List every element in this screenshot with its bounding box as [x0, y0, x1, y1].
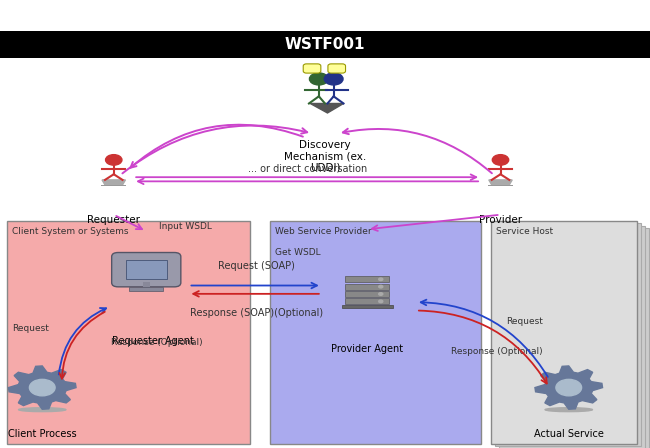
- Text: Response (Optional): Response (Optional): [111, 338, 202, 347]
- Text: Actual Service: Actual Service: [534, 429, 604, 439]
- FancyBboxPatch shape: [126, 260, 166, 279]
- Circle shape: [379, 300, 383, 303]
- FancyBboxPatch shape: [342, 305, 393, 308]
- Text: ... or direct conversation: ... or direct conversation: [248, 164, 367, 174]
- Circle shape: [324, 73, 343, 85]
- Text: Response (SOAP)(Optional): Response (SOAP)(Optional): [190, 308, 323, 319]
- Ellipse shape: [545, 408, 592, 412]
- Text: Request (SOAP): Request (SOAP): [218, 261, 295, 271]
- FancyBboxPatch shape: [502, 228, 649, 448]
- Text: Response (Optional): Response (Optional): [451, 347, 543, 356]
- Circle shape: [309, 73, 328, 85]
- FancyBboxPatch shape: [142, 282, 150, 288]
- FancyBboxPatch shape: [0, 31, 650, 58]
- Text: Request: Request: [12, 324, 49, 333]
- FancyBboxPatch shape: [499, 226, 645, 448]
- Polygon shape: [310, 103, 343, 113]
- Text: Requester: Requester: [87, 215, 140, 225]
- Circle shape: [105, 155, 122, 165]
- FancyBboxPatch shape: [345, 298, 389, 304]
- Circle shape: [556, 379, 582, 396]
- Circle shape: [379, 293, 383, 295]
- Text: Web Service Provider: Web Service Provider: [275, 227, 372, 236]
- FancyBboxPatch shape: [345, 284, 389, 290]
- FancyBboxPatch shape: [328, 64, 346, 73]
- Text: Get WSDL: Get WSDL: [275, 248, 320, 257]
- Text: Requester Agent: Requester Agent: [112, 336, 194, 345]
- FancyBboxPatch shape: [101, 185, 126, 186]
- Polygon shape: [489, 180, 512, 185]
- FancyBboxPatch shape: [303, 64, 321, 73]
- Ellipse shape: [19, 408, 66, 412]
- Polygon shape: [8, 366, 76, 409]
- FancyBboxPatch shape: [6, 221, 250, 444]
- Circle shape: [29, 379, 55, 396]
- Text: Service Host: Service Host: [496, 227, 553, 236]
- Polygon shape: [535, 366, 603, 409]
- Circle shape: [379, 285, 383, 288]
- FancyBboxPatch shape: [129, 287, 163, 291]
- FancyBboxPatch shape: [112, 253, 181, 287]
- Text: Input WSDL: Input WSDL: [159, 222, 212, 231]
- Text: Discovery
Mechanism (ex.
UDDI): Discovery Mechanism (ex. UDDI): [284, 140, 366, 173]
- FancyBboxPatch shape: [491, 221, 637, 444]
- Circle shape: [492, 155, 509, 165]
- Text: Provider Agent: Provider Agent: [332, 344, 403, 354]
- Circle shape: [379, 278, 383, 280]
- FancyBboxPatch shape: [345, 276, 389, 282]
- FancyBboxPatch shape: [495, 224, 641, 446]
- Polygon shape: [102, 180, 125, 185]
- Text: Client System or Systems: Client System or Systems: [12, 227, 128, 236]
- FancyBboxPatch shape: [345, 291, 389, 297]
- FancyBboxPatch shape: [270, 221, 481, 444]
- Text: Request: Request: [506, 318, 543, 327]
- Text: Client Process: Client Process: [8, 429, 77, 439]
- FancyBboxPatch shape: [488, 185, 514, 186]
- Text: WSTF001: WSTF001: [285, 37, 365, 52]
- Text: Provider: Provider: [479, 215, 522, 225]
